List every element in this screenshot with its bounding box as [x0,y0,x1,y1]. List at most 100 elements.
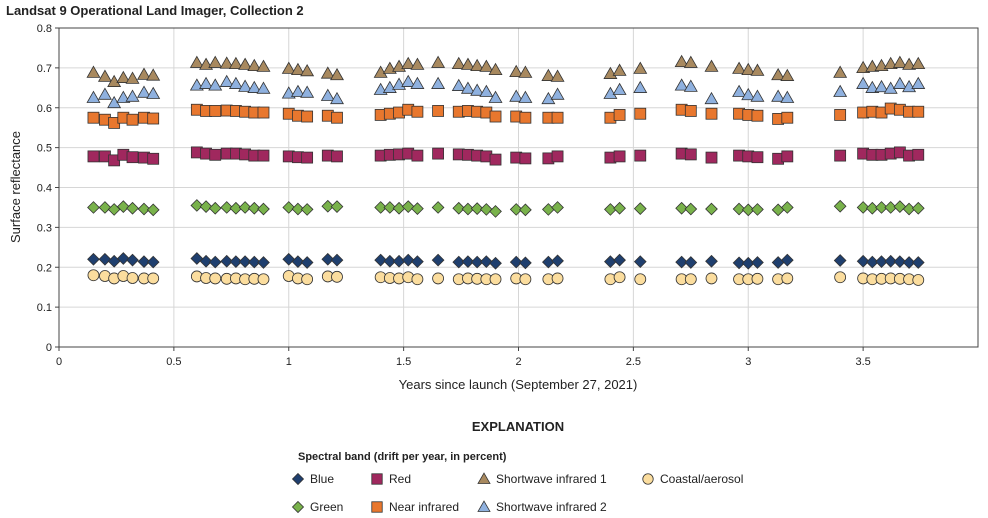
point-shortwave-infrared-2 [683,79,698,92]
point-blue [137,255,151,269]
x-tick-label: 0.5 [166,356,181,368]
point-shortwave-infrared-1 [125,71,140,84]
point-shortwave-infrared-2 [247,80,262,93]
data-markers [86,54,926,286]
y-tick-label: 0.3 [37,222,52,234]
point-coastal-aerosol [147,272,160,285]
point-shortwave-infrared-1 [431,55,446,68]
x-tick-label: 1.5 [396,356,411,368]
point-shortwave-infrared-1 [219,56,234,69]
point-near-infrared [209,105,222,117]
point-shortwave-infrared-1 [833,65,848,78]
point-green [884,201,898,214]
point-shortwave-infrared-1 [460,57,475,70]
point-red [634,149,647,162]
point-shortwave-infrared-1 [97,69,112,82]
point-green [291,202,305,216]
point-blue [751,256,764,269]
point-green [257,202,270,216]
point-near-infrared [489,110,502,123]
point-red [781,150,794,163]
point-shortwave-infrared-1 [410,57,425,70]
point-shortwave-infrared-2 [330,91,344,105]
point-green [247,201,261,215]
point-shortwave-infrared-2 [911,76,926,89]
point-blue [771,256,785,269]
point-near-infrared [781,111,794,124]
point-green [741,203,755,217]
point-near-infrared [634,107,647,120]
point-shortwave-infrared-1 [856,60,871,73]
x-tick-label: 0 [56,356,62,368]
point-near-infrared [751,109,764,122]
point-shortwave-infrared-1 [633,61,648,74]
point-shortwave-infrared-1 [488,62,503,75]
y-tick-label: 0.8 [37,23,52,35]
point-shortwave-infrared-1 [401,56,416,70]
point-red [147,152,160,165]
point-green [282,201,296,214]
point-green [705,202,718,216]
point-shortwave-infrared-2 [97,87,112,100]
point-shortwave-infrared-1 [550,69,565,82]
point-blue [291,255,305,269]
point-coastal-aerosol [781,272,794,285]
point-blue [383,254,397,268]
point-blue [452,255,466,269]
point-near-infrared [705,107,718,120]
point-near-infrared [551,111,564,124]
point-shortwave-infrared-1 [373,65,388,78]
point-green [116,200,130,214]
point-shortwave-infrared-2 [470,83,485,96]
point-blue [551,254,564,268]
point-blue [911,256,925,269]
point-red [751,151,764,164]
point-shortwave-infrared-1 [750,63,765,76]
point-blue [282,252,296,266]
point-green [199,200,213,214]
point-shortwave-infrared-2 [199,76,214,89]
point-green [383,201,397,214]
point-coastal-aerosol [912,274,925,286]
point-blue [238,255,252,269]
point-shortwave-infrared-2 [256,81,271,94]
point-coastal-aerosol [489,273,502,286]
point-green [208,201,222,215]
point-near-infrared [411,105,424,118]
point-shortwave-infrared-1 [541,68,556,81]
point-near-infrared [912,105,925,118]
point-blue [902,256,916,269]
point-red [705,151,718,164]
point-near-infrared [834,109,847,121]
point-shortwave-infrared-2 [865,80,880,93]
point-blue [489,256,502,270]
point-shortwave-infrared-2 [732,84,747,97]
point-green [865,201,879,215]
legend-label-green: Green [310,500,343,514]
point-shortwave-infrared-1 [189,55,204,68]
point-blue [865,255,879,269]
point-green [146,203,160,217]
y-tick-label: 0.7 [37,63,52,75]
point-shortwave-infrared-1 [509,64,524,77]
point-shortwave-infrared-2 [86,90,101,103]
point-near-infrared [432,105,444,117]
point-red [489,153,502,166]
point-shortwave-infrared-2 [219,74,234,87]
y-tick-label: 0.4 [37,183,52,195]
point-shortwave-infrared-1 [256,59,271,72]
point-shortwave-infrared-2 [208,78,223,91]
x-tick-label: 3 [745,356,751,368]
point-green [551,201,564,214]
point-coastal-aerosol [705,272,718,285]
point-near-infrared [147,112,160,125]
point-green [509,203,523,216]
point-green [126,201,139,215]
point-red [551,150,564,163]
point-coastal-aerosol [257,273,270,286]
point-coastal-aerosol [411,273,424,286]
point-blue [300,256,314,269]
point-blue [780,253,794,267]
point-blue [190,252,204,265]
